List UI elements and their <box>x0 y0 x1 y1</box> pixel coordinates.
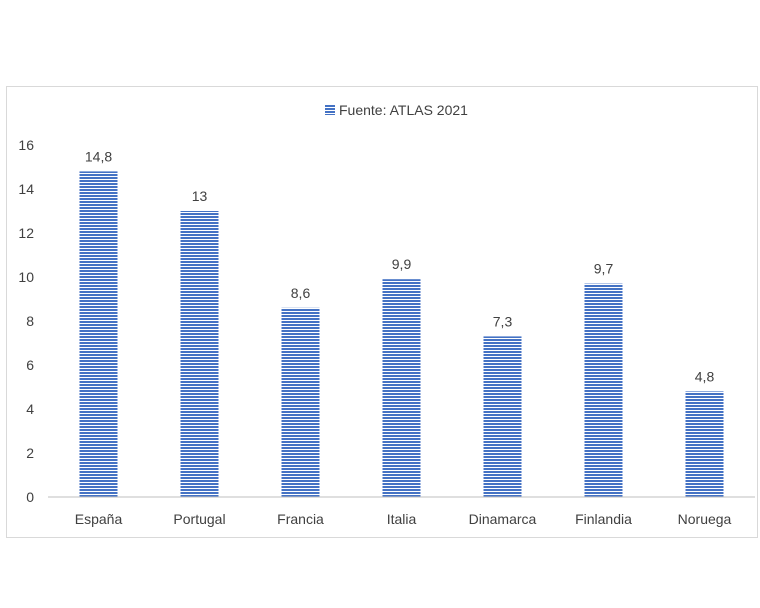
x-tick-label: Francia <box>277 511 324 527</box>
y-tick-label: 2 <box>26 445 34 461</box>
bar <box>181 211 219 497</box>
data-label: 13 <box>192 188 208 204</box>
legend: Fuente: ATLAS 2021 <box>325 102 468 118</box>
x-tick-label: Finlandia <box>575 511 632 527</box>
data-label: 8,6 <box>291 285 311 301</box>
y-tick-label: 0 <box>26 489 34 505</box>
y-tick-label: 4 <box>26 401 34 417</box>
legend-label: Fuente: ATLAS 2021 <box>339 102 468 118</box>
y-tick-label: 12 <box>18 225 34 241</box>
bar <box>282 308 320 497</box>
x-tick-label: Noruega <box>678 511 732 527</box>
y-tick-label: 16 <box>18 137 34 153</box>
y-tick-label: 10 <box>18 269 34 285</box>
bar <box>80 171 118 497</box>
y-tick-label: 14 <box>18 181 34 197</box>
legend-swatch <box>325 105 335 115</box>
bar <box>383 279 421 497</box>
x-tick-label: Portugal <box>173 511 225 527</box>
data-label: 7,3 <box>493 313 513 329</box>
data-label: 4,8 <box>695 368 715 384</box>
x-tick-label: Italia <box>387 511 417 527</box>
data-label: 9,9 <box>392 256 412 272</box>
y-axis: 0 2 4 6 8 10 12 14 16 <box>18 137 34 505</box>
x-tick-label: Dinamarca <box>469 511 537 527</box>
bar <box>484 336 522 497</box>
y-tick-label: 6 <box>26 357 34 373</box>
bar <box>686 391 724 497</box>
bar <box>585 284 623 497</box>
data-label: 9,7 <box>594 261 614 277</box>
bars <box>80 171 724 497</box>
data-label: 14,8 <box>85 148 112 164</box>
y-tick-label: 8 <box>26 313 34 329</box>
x-tick-label: España <box>75 511 123 527</box>
x-axis: España Portugal Francia Italia Dinamarca Finl… <box>48 497 755 527</box>
